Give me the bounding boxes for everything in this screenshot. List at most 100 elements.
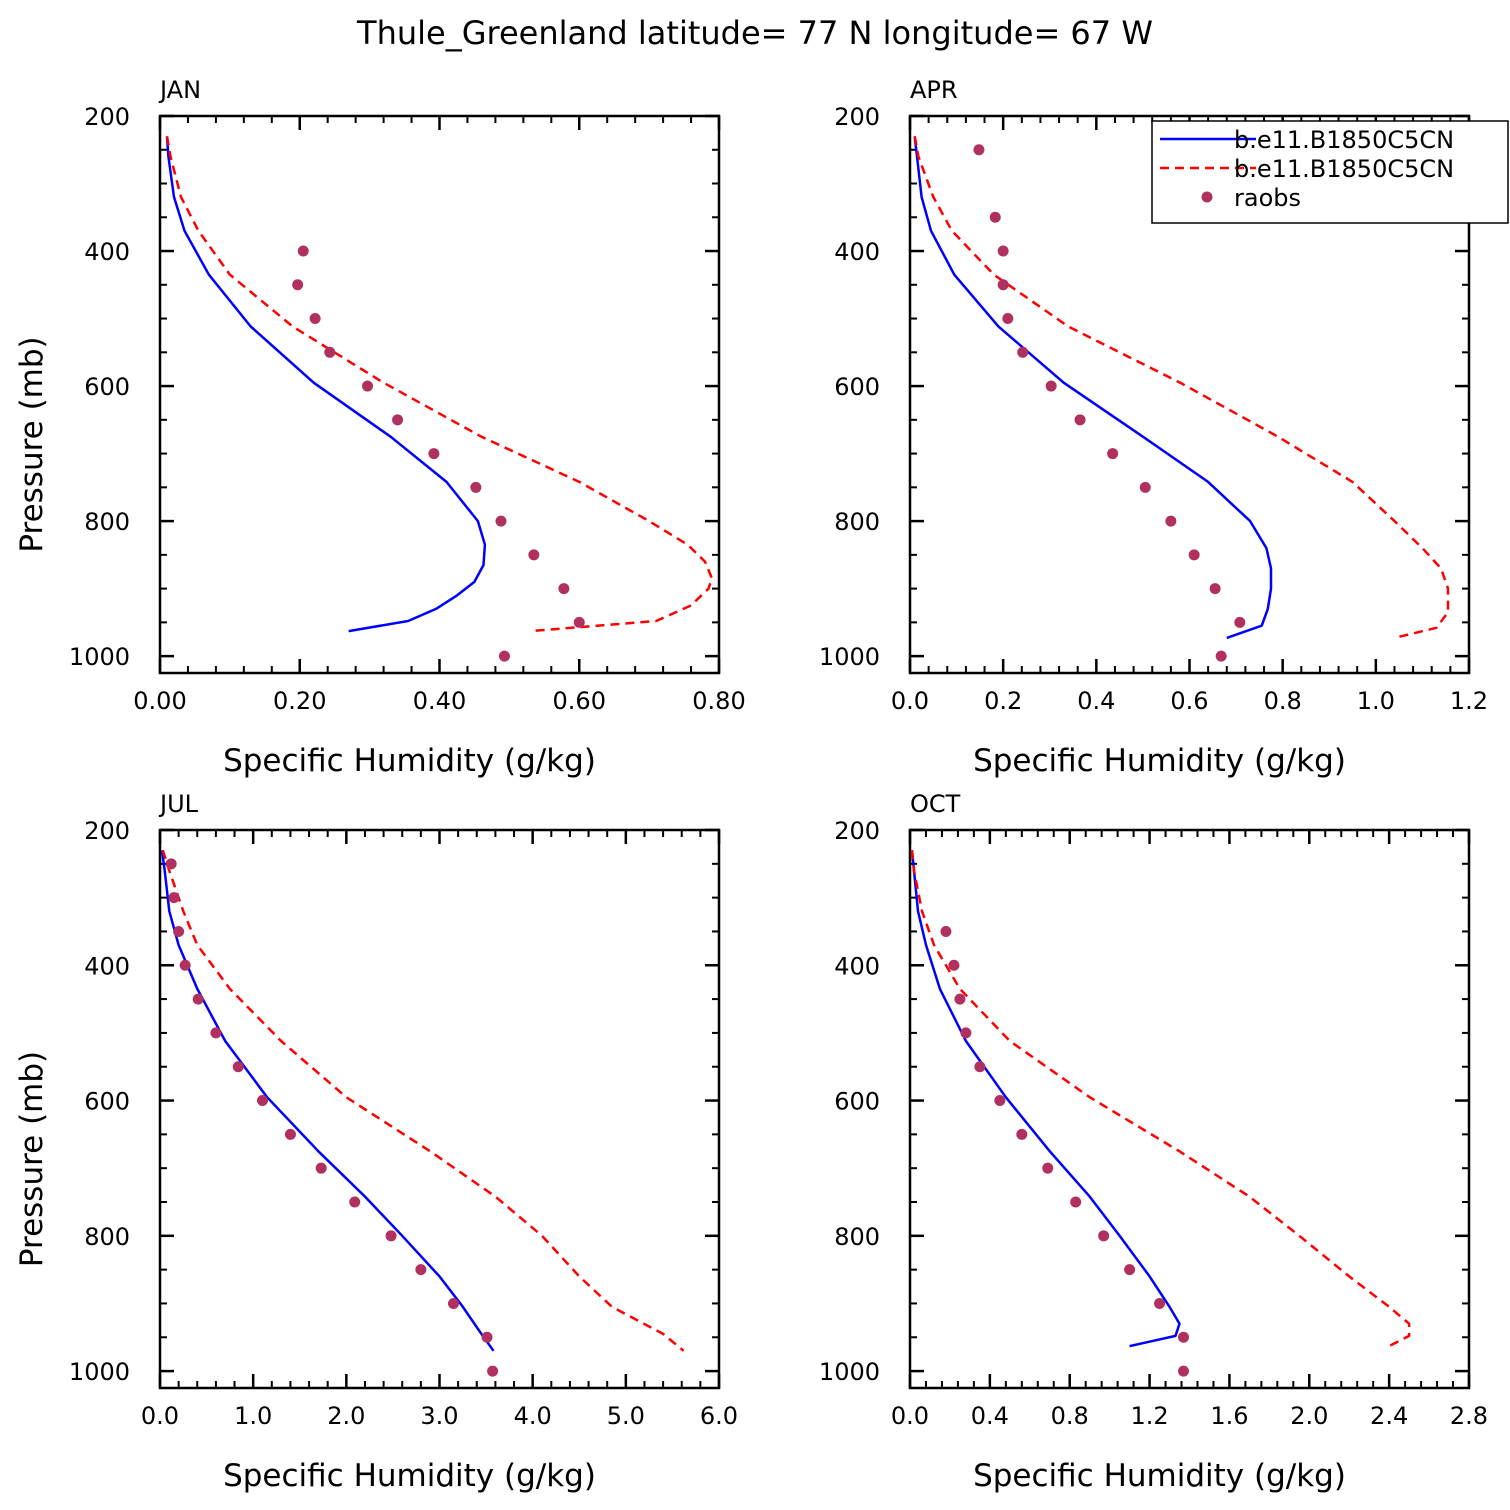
raobs-point <box>192 993 204 1005</box>
x-tick-label: 1.2 <box>1130 1402 1168 1430</box>
plot-frame <box>158 114 721 675</box>
raobs-point <box>168 892 180 904</box>
raobs-point <box>948 959 960 971</box>
raobs-point <box>1042 1162 1054 1174</box>
raobs-point <box>487 1365 499 1377</box>
raobs-point <box>1178 1331 1190 1343</box>
panel-label: JUL <box>158 790 199 818</box>
raobs-point <box>1234 616 1246 628</box>
raobs-point <box>324 346 336 358</box>
y-tick-label: 200 <box>84 103 130 131</box>
series-line-dashed <box>161 849 685 1352</box>
raobs-point <box>558 583 570 595</box>
y-tick-label: 400 <box>834 238 880 266</box>
x-tick-label: 1.0 <box>234 1402 272 1430</box>
y-tick-label: 800 <box>834 508 880 536</box>
series-line-dashed <box>165 136 714 633</box>
figure-title: Thule_Greenland latitude= 77 N longitude… <box>356 14 1153 52</box>
raobs-point <box>1139 481 1151 493</box>
series-group <box>910 850 1411 1377</box>
series-group <box>160 849 685 1377</box>
x-tick-label: 0.2 <box>984 687 1022 715</box>
raobs-point <box>1154 1297 1166 1309</box>
panel-apr: APR 0.0 0.2 0.4 0.6 0.8 1.0 1.2 200 400 600 800 1000… <box>819 76 1488 779</box>
raobs-point <box>1070 1196 1082 1208</box>
raobs-point <box>997 245 1009 257</box>
raobs-point <box>284 1128 296 1140</box>
raobs-point <box>498 650 510 662</box>
raobs-point <box>1002 313 1014 325</box>
x-tick-label: 0.4 <box>971 1402 1009 1430</box>
y-tick-label: 800 <box>84 1223 130 1251</box>
x-tick-label: 2.4 <box>1370 1402 1408 1430</box>
panel-jan: JAN 0.00 0.20 0.40 0.60 0.80 200 400 600 800 1000 S… <box>14 76 746 779</box>
raobs-point <box>315 1162 327 1174</box>
x-tick-label: 4.0 <box>514 1402 552 1430</box>
raobs-point <box>1188 549 1200 561</box>
x-tick-label: 0.4 <box>1077 687 1115 715</box>
x-tick-label: 0.8 <box>1051 1402 1089 1430</box>
raobs-point <box>997 279 1009 291</box>
x-tick-label: 1.6 <box>1210 1402 1248 1430</box>
series-line-solid <box>160 850 495 1352</box>
raobs-point <box>297 245 309 257</box>
x-tick-label: 2.0 <box>1290 1402 1328 1430</box>
x-axis-label: Specific Humidity (g/kg) <box>223 743 596 779</box>
raobs-point <box>173 925 185 937</box>
y-tick-label: 600 <box>834 373 880 401</box>
y-axis-label: Pressure (mb) <box>14 1051 50 1267</box>
x-tick-label: 1.0 <box>1357 687 1395 715</box>
raobs-point <box>989 211 1001 223</box>
raobs-point <box>528 549 540 561</box>
raobs-point <box>179 959 191 971</box>
legend-label: b.e11.B1850C5CN <box>1234 155 1454 183</box>
x-tick-label: 5.0 <box>607 1402 645 1430</box>
panel-label: APR <box>910 76 958 104</box>
raobs-point <box>447 1297 459 1309</box>
series-line-dashed <box>910 850 1411 1348</box>
x-tick-label: 0.80 <box>692 687 745 715</box>
x-tick-label: 0.6 <box>1170 687 1208 715</box>
x-tick-label: 0.00 <box>133 687 186 715</box>
y-tick-label: 200 <box>84 817 130 845</box>
raobs-point <box>292 279 304 291</box>
y-tick-label: 400 <box>84 952 130 980</box>
raobs-point <box>256 1095 268 1107</box>
panel-jul: JUL 0.0 1.0 2.0 3.0 4.0 5.0 6.0 200 400 600 800 1000… <box>14 790 738 1494</box>
y-tick-label: 1000 <box>819 1358 880 1386</box>
y-tick-label: 200 <box>834 817 880 845</box>
y-tick-label: 800 <box>84 508 130 536</box>
x-tick-label: 2.0 <box>327 1402 365 1430</box>
legend-label: b.e11.B1850C5CN <box>1234 126 1454 154</box>
series-group <box>165 136 714 662</box>
raobs-point <box>960 1027 972 1039</box>
series-line-solid <box>910 850 1181 1348</box>
raobs-point <box>392 414 404 426</box>
y-tick-label: 600 <box>84 373 130 401</box>
y-tick-label: 600 <box>834 1088 880 1116</box>
x-tick-label: 3.0 <box>420 1402 458 1430</box>
raobs-point <box>973 144 985 156</box>
x-axis-label: Specific Humidity (g/kg) <box>223 1458 596 1494</box>
series-line-solid <box>913 136 1273 640</box>
y-tick-label: 600 <box>84 1088 130 1116</box>
plot-frame <box>908 828 1471 1390</box>
raobs-point <box>362 380 374 392</box>
raobs-point <box>165 858 177 870</box>
x-tick-label: 0.0 <box>891 1402 929 1430</box>
y-tick-label: 200 <box>834 103 880 131</box>
y-tick-label: 800 <box>834 1223 880 1251</box>
raobs-point <box>1178 1365 1190 1377</box>
x-tick-label: 0.40 <box>413 687 466 715</box>
x-tick-label: 1.2 <box>1450 687 1488 715</box>
series-line-dashed <box>913 136 1450 640</box>
raobs-point <box>1045 380 1057 392</box>
raobs-point <box>481 1331 493 1343</box>
y-tick-label: 1000 <box>819 643 880 671</box>
y-tick-label: 400 <box>834 952 880 980</box>
x-tick-label: 6.0 <box>700 1402 738 1430</box>
raobs-point <box>232 1061 244 1073</box>
raobs-point <box>573 616 585 628</box>
